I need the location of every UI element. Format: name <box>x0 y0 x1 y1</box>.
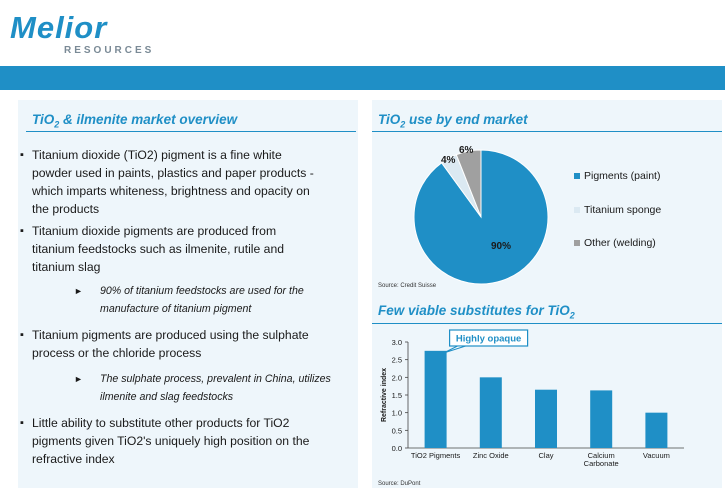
sub-bullet-1: ► 90% of titanium feedstocks are used fo… <box>74 282 352 318</box>
bullet-line: Titanium dioxide (TiO2) pigment is a fin… <box>32 148 282 162</box>
bar-y-tick-label: 2.0 <box>392 373 402 382</box>
bar-category-label: Clay <box>538 451 553 460</box>
pie-label-other: 6% <box>459 145 474 156</box>
bar-section-title: Few viable substitutes for TiO2 <box>378 303 575 321</box>
legend-label: Other (welding) <box>584 237 656 249</box>
legend-item-other: Other (welding) <box>574 237 656 249</box>
bar-category-label: Calcium <box>588 451 615 460</box>
bullet-marker: ▪ <box>20 329 24 341</box>
bar-y-tick-label: 3.0 <box>392 338 402 347</box>
legend-label: Pigments (paint) <box>584 170 661 182</box>
bar-title-rule <box>372 323 722 324</box>
bullet-line: pigments given TiO2's uniquely high posi… <box>32 434 310 448</box>
left-section-title: TiO2 & ilmenite market overview <box>32 112 238 130</box>
bullet-line: titanium slag <box>32 260 101 274</box>
bar-y-tick-label: 0.0 <box>392 444 402 453</box>
bullet-3: ▪ Titanium pigments are produced using t… <box>20 326 354 362</box>
legend-swatch <box>574 173 580 180</box>
left-panel <box>18 100 358 488</box>
highly-opaque-callout: Highly opaque <box>443 329 529 354</box>
callout-text: Highly opaque <box>456 334 521 345</box>
legend-item-sponge: Titanium sponge <box>574 204 661 216</box>
legend-swatch <box>574 240 580 247</box>
bullet-line: powder used in paints, plastics and pape… <box>32 166 314 180</box>
melior-logo: Melior RESOURCES <box>10 10 154 56</box>
bar-y-tick-label: 1.0 <box>392 409 402 418</box>
left-title-rule <box>26 131 356 132</box>
bar-y-axis-label: Refractive index <box>381 368 388 422</box>
legend-swatch <box>574 207 580 214</box>
logo-word: Melior <box>10 10 108 45</box>
pie-label-pigments: 90% <box>491 241 511 252</box>
bullet-marker: ▪ <box>20 417 24 429</box>
sub-bullet-line: The sulphate process, prevalent in China… <box>100 373 331 385</box>
bar-clay <box>535 389 557 448</box>
pie-title-rule <box>372 131 722 132</box>
bar-chart: 0.0 0.5 1.0 1.5 2.0 2.5 3.0 Refractive index TiO… <box>381 329 684 468</box>
bar-y-tick-label: 0.5 <box>392 426 402 435</box>
bullet-line: process or the chloride process <box>32 346 202 360</box>
bullet-line: the products <box>32 202 100 216</box>
bar-y-tick-label: 1.5 <box>392 391 402 400</box>
bar-category-label: Vacuum <box>643 451 670 460</box>
bullet-2: ▪ Titanium dioxide pigments are produced… <box>20 222 354 276</box>
bar-zinc-oxide <box>479 377 502 448</box>
sub-bullet-marker: ► <box>74 286 83 296</box>
bullet-line: refractive index <box>32 452 115 466</box>
sub-bullet-line: ilmenite and slag feedstocks <box>100 391 234 403</box>
sub-bullet-line: manufacture of titanium pigment <box>100 303 252 315</box>
bar-vacuum <box>645 412 668 448</box>
pie-slice-other <box>455 149 482 218</box>
bar-source: Source: DuPont <box>378 481 421 487</box>
sub-bullet-line: 90% of titanium feedstocks are used for … <box>100 285 304 297</box>
bullet-line: Little ability to substitute other produ… <box>32 416 290 430</box>
bar-category-label: Zinc Oxide <box>473 451 509 460</box>
bullet-line: Titanium dioxide pigments are produced f… <box>32 224 277 238</box>
bullet-line: Titanium pigments are produced using the… <box>32 328 309 342</box>
logo-sub: RESOURCES <box>64 45 154 56</box>
sub-bullet-2: ► The sulphate process, prevalent in Chi… <box>74 370 352 406</box>
bar-tio2-pigments <box>424 350 447 448</box>
bar-calcium-carbonate <box>590 390 613 448</box>
sub-bullet-marker: ► <box>74 374 83 384</box>
pie-label-sponge: 4% <box>441 155 456 166</box>
bullet-line: which imparts whiteness, brightness and … <box>32 184 310 198</box>
bar-category-label: Carbonate <box>584 459 619 468</box>
callout-pointer <box>443 345 466 354</box>
pie-chart: 90% 4%6% <box>413 145 549 285</box>
bullet-marker: ▪ <box>20 149 24 161</box>
callout-box <box>448 329 529 347</box>
bullet-4: ▪ Little ability to substitute other pro… <box>20 414 354 468</box>
bar-y-tick-label: 2.5 <box>392 356 402 365</box>
legend-label: Titanium sponge <box>584 204 662 216</box>
header-band <box>0 66 725 90</box>
bullet-marker: ▪ <box>20 225 24 237</box>
pie-section-title: TiO2 use by end market <box>378 112 528 130</box>
bar-category-label: TiO2 Pigments <box>411 451 461 460</box>
legend-item-pigments: Pigments (paint) <box>574 170 660 182</box>
pie-source: Source: Credit Suisse <box>378 283 437 289</box>
bullet-1: ▪ Titanium dioxide (TiO2) pigment is a f… <box>20 146 354 218</box>
bullet-line: titanium feedstocks such as ilmenite, ru… <box>32 242 284 256</box>
